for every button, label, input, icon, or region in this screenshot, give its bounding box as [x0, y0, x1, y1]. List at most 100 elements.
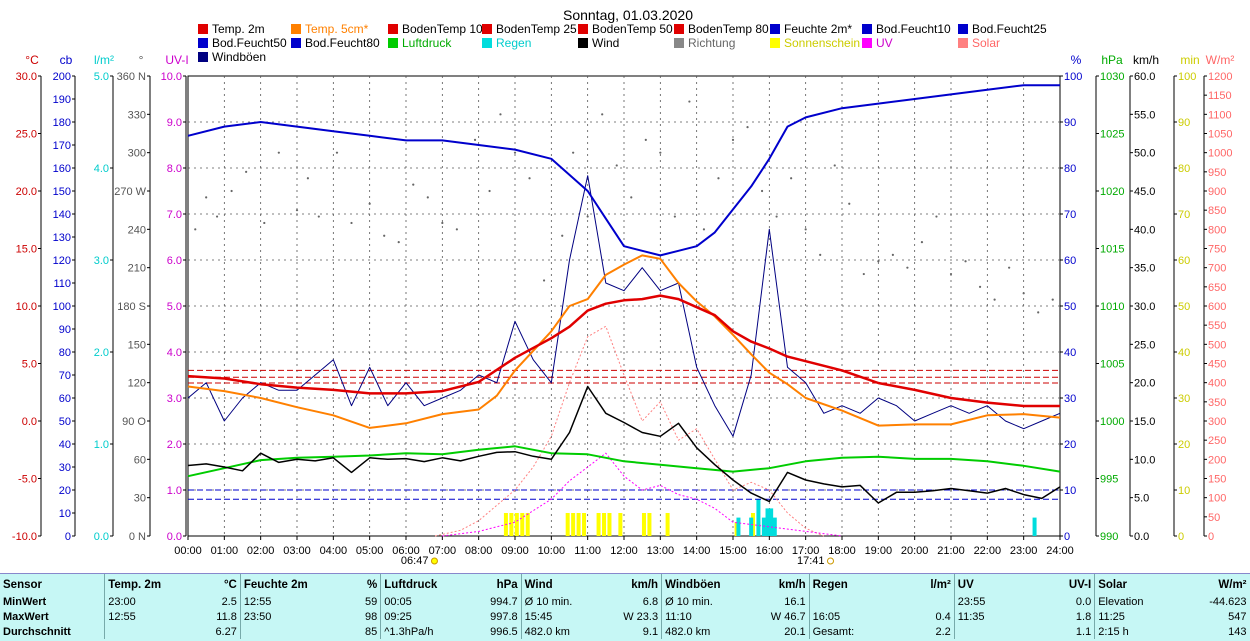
axis-tick-label: -10.0: [12, 531, 37, 543]
axis-tick-label: 20: [59, 485, 71, 497]
x-tick-label: 20:00: [901, 545, 929, 557]
x-tick-label: 01:00: [211, 545, 239, 557]
sunshine-bar: [525, 513, 530, 536]
axis-tick-label: 1010: [1100, 301, 1124, 313]
axis-tick-label: 10.0: [16, 301, 37, 313]
legend-label: BodenTemp 25: [496, 22, 577, 36]
axis-tick-label: 180 S: [117, 301, 146, 313]
summary-cell: 2:15 h: [1098, 625, 1129, 638]
axis-tick-label: 40: [1178, 347, 1190, 359]
direction-point: [688, 100, 691, 103]
axis-tick-label: 210: [128, 263, 146, 275]
axis-tick-label: 1150: [1208, 90, 1232, 102]
left-axes: °C 30.0 25.0 20.0 15.0 10.0 5.0 0.0 -5.0 -10.0 cb 2…: [12, 53, 189, 543]
direction-point: [368, 202, 371, 205]
axis-tick-label: 50: [1208, 512, 1220, 524]
legend-swatch: [770, 24, 780, 34]
axis-unit: min: [1180, 53, 1199, 67]
wind-direction-points: [194, 100, 1054, 314]
summary-cell: 11:35: [957, 610, 985, 623]
x-tick-label: 22:00: [974, 545, 1002, 557]
summary-cell: Gesamt:: [812, 625, 855, 638]
plot-grid: [188, 76, 1060, 536]
sunshine-bar: [571, 513, 576, 536]
axis-tick-label: 750: [1208, 244, 1226, 256]
axis-tick-label: 50: [1064, 301, 1076, 313]
summary-row: MaxWert 12:55 11.8 23:50 98 09:25 997.8 15:45 W …: [0, 609, 1250, 624]
axis-tick-label: 1000: [1100, 416, 1124, 428]
direction-point: [263, 221, 266, 225]
rain-bar: [769, 508, 774, 536]
legend-label: BodenTemp 10: [402, 22, 483, 36]
axis-tick-label: 60.0: [1134, 71, 1155, 83]
axis-tick-label: 70: [1178, 209, 1190, 221]
axis-tick-label: 0 N: [129, 531, 146, 543]
direction-point: [317, 215, 320, 218]
summary-cell: 16:05: [812, 610, 841, 623]
axis-tick-label: 80: [1178, 163, 1190, 175]
direction-point: [1051, 298, 1054, 301]
x-tick-label: 10:00: [538, 545, 566, 557]
axis-tick-label: 150: [1208, 474, 1226, 486]
summary-cell: [105, 624, 176, 639]
axis-tick-label: 20: [1064, 439, 1076, 451]
direction-point: [245, 170, 248, 173]
summary-cell: Durchschnitt: [0, 624, 106, 639]
x-tick-label: 03:00: [283, 545, 311, 557]
direction-point: [194, 228, 197, 231]
summary-cell: 2.5: [176, 594, 241, 609]
direction-point: [455, 228, 458, 231]
axis-tick-label: 100: [53, 301, 71, 313]
sunshine-bar: [647, 513, 652, 536]
legend-label: Regen: [496, 36, 531, 50]
summary-cell: 0.0: [1025, 594, 1096, 609]
axis-tick-label: 90: [59, 324, 71, 336]
axis-tick-label: 45.0: [1134, 186, 1155, 198]
sunset-label: 17:41: [797, 555, 825, 567]
legend-label: Feuchte 2m*: [784, 22, 852, 36]
direction-point: [561, 234, 564, 237]
x-tick-label: 17:00: [792, 545, 820, 557]
axis-unit: hPa: [1101, 53, 1123, 67]
direction-point: [891, 253, 894, 256]
axis-tick-label: 30: [59, 462, 71, 474]
sunshine-bar: [582, 513, 587, 536]
sunshine-bar: [520, 513, 525, 536]
direction-point: [833, 164, 836, 167]
axis-tick-label: 120: [128, 378, 146, 390]
legend-label: Bod.Feucht80: [305, 36, 380, 50]
summary-cell: Wind: [524, 579, 553, 591]
direction-point: [383, 234, 386, 237]
direction-point: [978, 285, 982, 288]
legend-label: BodenTemp 50: [592, 22, 673, 36]
axis-tick-label: 4.0: [94, 163, 109, 175]
axis-tick-label: 30: [1178, 393, 1190, 405]
summary-cell: Sensor: [0, 574, 106, 594]
axis-tick-label: 70: [59, 370, 71, 382]
summary-cell: 15:45: [524, 610, 553, 623]
axis-tick-label: 10.0: [161, 71, 182, 83]
axis-tick-label: 8.0: [167, 163, 182, 175]
direction-point: [775, 215, 778, 218]
summary-cell: °C: [176, 574, 241, 594]
legend-label: Windböen: [212, 50, 266, 64]
summary-cell: 23:00: [108, 595, 136, 608]
axis-tick-label: 40: [59, 439, 71, 451]
legend-swatch: [198, 38, 208, 48]
axis-tick-label: 25.0: [16, 129, 37, 141]
direction-point: [877, 260, 880, 263]
summary-cell: 12:55: [243, 595, 272, 608]
axis-unit: °C: [25, 53, 39, 67]
axis-tick-label: 1030: [1100, 71, 1124, 83]
axis-tick-label: 30: [1064, 393, 1076, 405]
axis-tick-label: 80: [59, 347, 71, 359]
summary-cell: UV: [957, 579, 974, 591]
axis-unit: l/m²: [94, 53, 114, 67]
summary-cell: -44.623: [1209, 595, 1247, 608]
summary-row: Durchschnitt 6.27 85 ^1.3hPa/h 996.5 482.0 km…: [0, 624, 1250, 639]
summary-cell: 85: [316, 624, 382, 639]
direction-point: [513, 151, 517, 154]
axis-tick-label: 4.0: [167, 347, 182, 359]
axis-tick-label: 10: [1178, 485, 1190, 497]
summary-cell: MinWert: [0, 594, 106, 609]
